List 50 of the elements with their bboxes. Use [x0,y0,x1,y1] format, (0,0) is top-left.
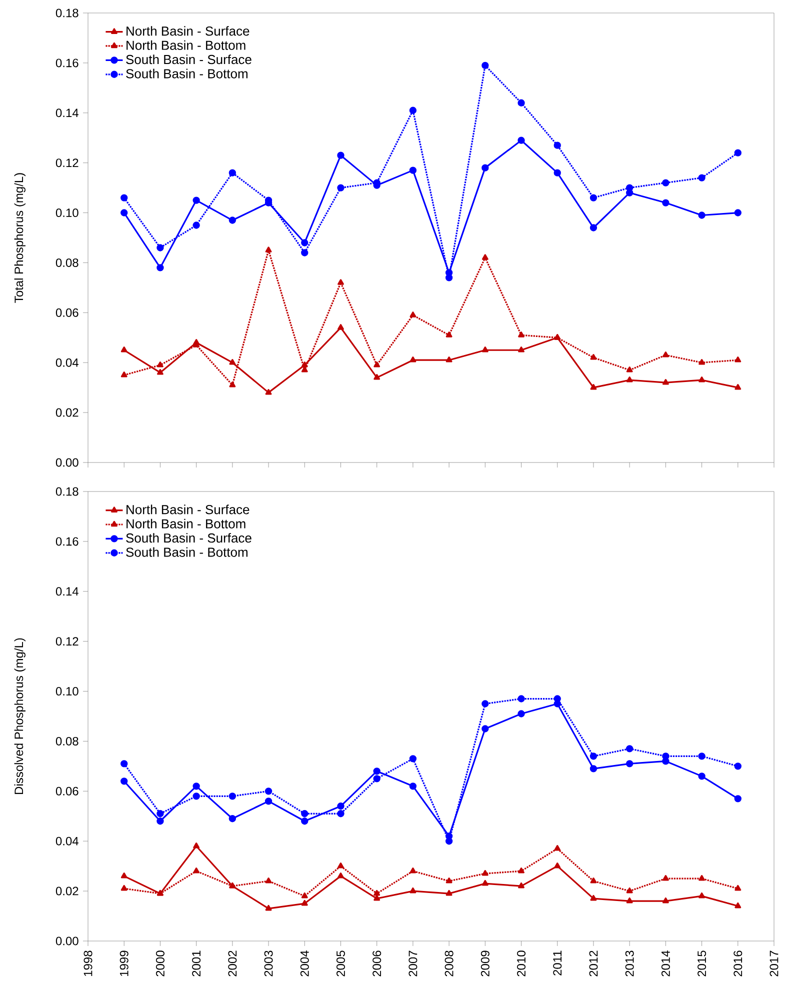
x-tick-label: 2003 [264,950,273,976]
y-tick-label: 0.14 [56,108,78,118]
x-tick-label: 2006 [372,950,382,976]
y-tick-label: 0.08 [56,258,78,267]
y-tick-label: 0.06 [56,308,78,317]
x-tick-label: 2001 [192,950,201,976]
x-tick-label: 2013 [625,950,634,976]
x-tick-label: 1998 [84,950,92,976]
x-tick-label: 1999 [120,950,128,976]
legend-label: South Basin - Bottom [126,68,248,78]
y-tick-label: 0.08 [56,736,78,746]
y-tick-label: 0.00 [56,936,78,946]
y-tick-label: 0.02 [56,886,78,896]
y-tick-label: 0.16 [56,537,78,546]
y-tick-label: 0.06 [56,786,78,796]
x-tick-label: 2015 [698,950,706,976]
legend-label: South Basin - Bottom [126,547,248,557]
legend-label: North Basin - Surface [126,504,250,514]
legend-label: North Basin - Surface [126,26,250,36]
y-tick-label: 0.02 [56,408,78,417]
y-tick-label: 0.14 [56,587,78,596]
y-tick-label: 0.16 [56,58,78,68]
y-tick-label: 0.18 [56,8,78,18]
x-tick-label: 2008 [444,950,454,976]
legend-label: South Basin - Surface [126,54,252,64]
y-tick-label: 0.12 [56,637,78,646]
y-axis-title: Dissolved Phosphorus (mg/L) [14,638,26,794]
y-tick-label: 0.04 [56,836,78,846]
y-tick-label: 0.12 [56,158,78,168]
x-tick-label: 2010 [517,950,526,976]
x-tick-label: 2009 [480,950,490,976]
legend-label: North Basin - Bottom [126,518,246,528]
y-tick-label: 0.10 [56,208,78,218]
x-tick-label: 2014 [661,950,670,976]
x-tick-label: 2007 [408,950,418,976]
x-tick-label: 2012 [589,950,598,976]
x-tick-label: 2017 [770,950,778,976]
x-tick-label: 2005 [336,950,345,976]
y-tick-label: 0.04 [56,358,78,367]
x-tick-label: 2002 [228,950,237,976]
legend-label: North Basin - Bottom [126,40,246,50]
y-tick-label: 0.10 [56,687,78,696]
y-axis-title: Total Phosphorus (mg/L) [14,173,26,303]
y-tick-label: 0.18 [56,487,78,496]
legend-label: South Basin - Surface [126,533,252,543]
x-tick-label: 2004 [300,950,309,976]
x-tick-label: 2016 [734,950,742,976]
x-tick-label: 2000 [156,950,164,976]
x-tick-label: 2011 [553,950,562,976]
y-tick-label: 0.00 [56,458,78,467]
